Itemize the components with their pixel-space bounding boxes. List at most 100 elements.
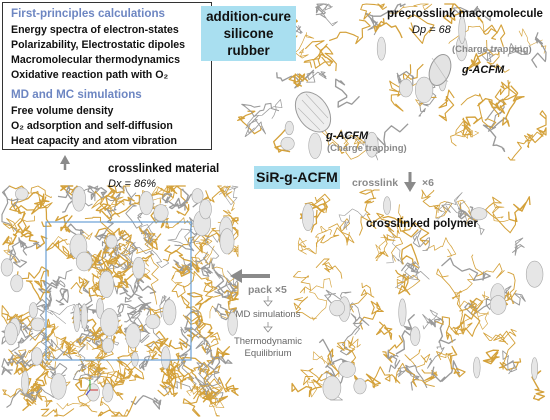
- polymer-chain: [2, 215, 35, 232]
- sir-acfm-label: SiR-g-ACFM: [254, 166, 340, 189]
- polymer-chain: [97, 396, 137, 417]
- acfm-graphene-icon: [160, 346, 171, 370]
- polymer-chain: [294, 32, 315, 59]
- polymer-chain: [394, 269, 411, 296]
- polymer-chain: [146, 350, 159, 361]
- polymer-chain: [205, 245, 236, 283]
- polymer-chain: [451, 295, 473, 332]
- polymer-chain: [182, 390, 206, 417]
- polymer-chain: [452, 5, 491, 22]
- polymer-chain: [358, 200, 375, 236]
- dx-value: Dx = 86%: [108, 178, 156, 190]
- acfm-graphene-icon: [105, 234, 118, 249]
- polymer-chain: [223, 289, 239, 320]
- polymer-chain: [217, 209, 239, 225]
- polymer-chain: [44, 342, 65, 361]
- polymer-chain: [186, 370, 201, 397]
- acfm-graphene-icon: [458, 16, 466, 44]
- polymer-chain: [125, 198, 144, 229]
- polymer-chain: [159, 361, 181, 375]
- polymer-chain: [293, 296, 317, 319]
- acfm-graphene-icon: [227, 311, 238, 336]
- acfm-graphene-icon: [473, 356, 481, 379]
- polymer-chain: [334, 78, 360, 108]
- polymer-chain: [91, 334, 108, 355]
- polymer-chain: [360, 3, 388, 20]
- polymer-chain: [165, 185, 178, 199]
- polymer-chain: [450, 121, 470, 147]
- crosslinked-polymer-title: crosslinked polymer: [366, 218, 478, 230]
- polymer-chain: [107, 195, 125, 222]
- polymer-chain: [29, 330, 51, 355]
- polymer-chain: [391, 204, 403, 262]
- polymer-chain: [443, 3, 464, 25]
- polymer-chain: [477, 97, 506, 114]
- polymer-chain: [531, 32, 547, 68]
- polymer-chain: [407, 14, 435, 44]
- dp-value: Dp = 68: [412, 24, 451, 36]
- polymer-chain: [375, 234, 393, 259]
- polymer-chain: [203, 278, 221, 298]
- polymer-chain: [458, 273, 488, 317]
- polymer-chain: [237, 110, 262, 135]
- polymer-chain: [94, 227, 132, 244]
- polymer-chain: [14, 203, 35, 234]
- acfm-graphene-icon: [415, 76, 434, 104]
- polymer-chain: [171, 264, 196, 285]
- polymer-chain: [175, 185, 190, 216]
- polymer-chain: [43, 304, 75, 325]
- fp-item: Polarizability, Electrostatic dipoles: [11, 39, 186, 51]
- polymer-chain: [244, 114, 267, 138]
- polymer-chain: [432, 201, 453, 219]
- polymer-chain: [401, 262, 419, 273]
- polymer-chain: [462, 116, 483, 136]
- polymer-chain: [373, 18, 403, 39]
- acfm-graphene-icon: [531, 357, 538, 381]
- polymer-chain: [395, 313, 416, 355]
- polymer-chain: [196, 378, 224, 406]
- acfm-graphene-icon: [86, 383, 100, 402]
- acfm-graphene-icon: [15, 187, 29, 201]
- polymer-chain: [36, 292, 53, 321]
- acfm-graphene-icon: [280, 136, 295, 151]
- acfm-graphene-icon: [31, 347, 43, 366]
- precrosslink-macromolecule-image: [237, 3, 547, 161]
- polymer-chain: [130, 395, 162, 410]
- polymer-chain: [217, 376, 239, 396]
- polymer-chain: [347, 336, 361, 355]
- simulation-cell-box: [45, 221, 192, 361]
- polymer-chain: [35, 370, 49, 396]
- polymer-chain: [422, 309, 442, 330]
- polymer-chain: [485, 98, 505, 132]
- md-simulations-label: MD simulations: [235, 309, 301, 320]
- polymer-chain: [315, 3, 327, 19]
- acfm-graphene-icon: [353, 378, 367, 395]
- polymer-chain: [60, 336, 78, 356]
- fp-item: Macromolecular thermodynamics: [11, 54, 180, 66]
- polymer-chain: [486, 39, 510, 73]
- acfm-graphene-icon: [329, 300, 345, 317]
- polymer-chain: [518, 28, 547, 54]
- polymer-chain: [107, 256, 152, 285]
- polymer-chain: [334, 129, 369, 160]
- polymer-chain: [484, 196, 517, 234]
- polymer-chain: [199, 388, 225, 408]
- acfm-graphene-icon: [101, 337, 114, 354]
- polymer-chain: [81, 360, 102, 372]
- polymer-chain: [206, 349, 233, 371]
- polymer-chain: [34, 195, 52, 228]
- polymer-chain: [313, 43, 334, 69]
- equilibrium-label: Equilibrium: [244, 348, 292, 359]
- acfm-graphene-icon: [398, 298, 407, 327]
- polymer-chain: [481, 46, 500, 63]
- polymer-chain: [219, 185, 235, 212]
- polymer-chain: [343, 134, 366, 152]
- polymer-chain: [306, 71, 327, 83]
- acfm-graphene-icon: [525, 260, 544, 288]
- polymer-chain: [459, 123, 480, 139]
- polymer-chain: [112, 370, 126, 401]
- polymer-chain: [315, 258, 343, 279]
- acfm-graphene-icon: [95, 298, 104, 319]
- polymer-chain: [494, 79, 511, 105]
- polymer-chain: [324, 289, 352, 305]
